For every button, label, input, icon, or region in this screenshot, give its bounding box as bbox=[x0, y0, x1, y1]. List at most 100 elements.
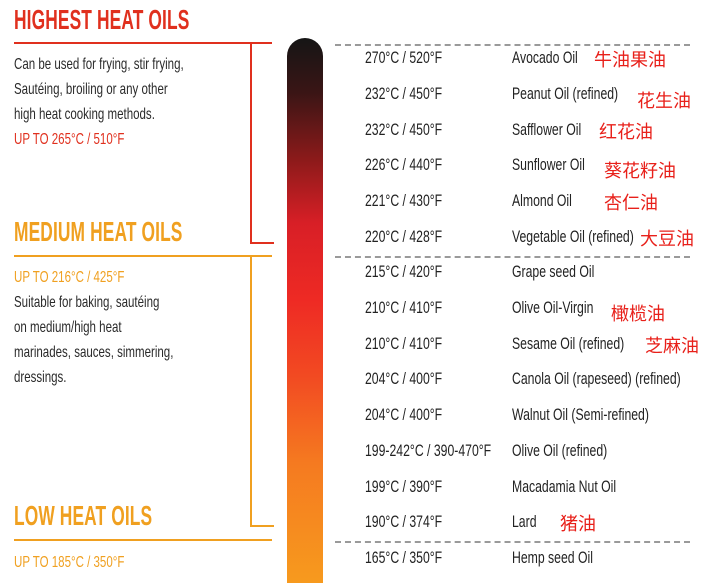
oil-row: 232°C / 450°F Peanut Oil (refined) 花生油 bbox=[0, 84, 722, 114]
medium-bracket bbox=[250, 255, 252, 527]
oil-name-text: Sunflower Oil bbox=[512, 155, 585, 174]
oil-name: Olive Oil (refined) bbox=[512, 441, 644, 461]
oil-row: 190°C / 374°F Lard 猪油 bbox=[0, 512, 722, 542]
oil-smoke-point: 199°C / 390°F bbox=[365, 477, 472, 497]
oil-row: 220°C / 428°F Vegetable Oil (refined) 大豆油 bbox=[0, 227, 722, 257]
oil-smoke-point: 220°C / 428°F bbox=[365, 227, 472, 247]
highest-bracket-tick bbox=[250, 242, 274, 244]
highest-desc-line-2: Sautéing, broiling or any other bbox=[14, 81, 168, 98]
oil-row: 226°C / 440°F Sunflower Oil 葵花籽油 bbox=[0, 155, 722, 185]
oil-name: Lard bbox=[512, 512, 546, 532]
oil-row: 199°C / 390°F Macadamia Nut Oil bbox=[0, 477, 722, 507]
highest-heat-title: HIGHEST HEAT OILS bbox=[14, 4, 190, 35]
oil-smoke-point: 221°C / 430°F bbox=[365, 191, 472, 211]
oil-name-text: Sesame Oil (refined) bbox=[512, 334, 625, 353]
oil-name-text: Olive Oil-Virgin bbox=[512, 298, 594, 317]
oil-chinese-name: 红花油 bbox=[599, 122, 653, 143]
oil-name-text: Avocado Oil bbox=[512, 48, 578, 67]
oil-smoke-point-text: 215°C / 420°F bbox=[365, 262, 443, 281]
oil-smoke-point: 190°C / 374°F bbox=[365, 512, 472, 532]
oil-chinese-name: 橄榄油 bbox=[611, 304, 665, 325]
medium-desc-line-1: Suitable for baking, sautéing bbox=[14, 294, 160, 311]
oil-smoke-point: 165°C / 350°F bbox=[365, 548, 472, 568]
oil-name: Vegetable Oil (refined) bbox=[512, 227, 681, 247]
oil-smoke-point-text: 190°C / 374°F bbox=[365, 512, 443, 531]
oil-name: Sesame Oil (refined) bbox=[512, 334, 668, 354]
medium-divider bbox=[14, 255, 272, 257]
oil-chinese-name: 花生油 bbox=[637, 91, 691, 112]
highest-desc-line-1: Can be used for frying, stir frying, bbox=[14, 56, 184, 73]
low-range: UP TO 185°C / 350°F bbox=[14, 554, 125, 571]
oil-name-text: Lard bbox=[512, 512, 537, 531]
oil-smoke-point-text: 221°C / 430°F bbox=[365, 191, 443, 210]
oil-smoke-point-text: 210°C / 410°F bbox=[365, 334, 443, 353]
low-dashed-separator bbox=[335, 541, 690, 543]
low-divider bbox=[14, 539, 272, 541]
medium-desc-line-2: on medium/high heat bbox=[14, 319, 122, 336]
oil-row: 204°C / 400°F Walnut Oil (Semi-refined) bbox=[0, 405, 722, 435]
oil-row: 210°C / 410°F Olive Oil-Virgin 橄榄油 bbox=[0, 298, 722, 328]
oil-smoke-point-text: 204°C / 400°F bbox=[365, 405, 443, 424]
medium-desc-line-3: marinades, sauces, simmering, bbox=[14, 344, 174, 361]
oil-name-text: Almond Oil bbox=[512, 191, 572, 210]
oil-row: 210°C / 410°F Sesame Oil (refined) 芝麻油 bbox=[0, 334, 722, 364]
oil-chinese-name: 大豆油 bbox=[640, 229, 694, 250]
oil-smoke-point-text: 232°C / 450°F bbox=[365, 120, 443, 139]
oil-name: Olive Oil-Virgin bbox=[512, 298, 625, 318]
oil-smoke-point: 226°C / 440°F bbox=[365, 155, 472, 175]
oil-chinese-name: 葵花籽油 bbox=[604, 161, 676, 182]
oil-chinese-name: 芝麻油 bbox=[645, 336, 699, 357]
medium-desc-line-4: dressings. bbox=[14, 369, 67, 386]
oil-name: Almond Oil bbox=[512, 191, 595, 211]
oil-name: Safflower Oil bbox=[512, 120, 608, 140]
oil-name: Canola Oil (rapeseed) (refined) bbox=[512, 369, 722, 389]
low-description: UP TO 185°C / 350°F bbox=[14, 550, 167, 575]
oil-smoke-point: 232°C / 450°F bbox=[365, 120, 472, 140]
oil-smoke-point-text: 220°C / 428°F bbox=[365, 227, 443, 246]
oil-row: 204°C / 400°F Canola Oil (rapeseed) (refi… bbox=[0, 369, 722, 399]
oil-name: Sunflower Oil bbox=[512, 155, 613, 175]
oil-chinese-name: 杏仁油 bbox=[604, 193, 658, 214]
highest-range: UP TO 265°C / 510°F bbox=[14, 131, 125, 148]
medium-heat-title: MEDIUM HEAT OILS bbox=[14, 216, 183, 247]
oil-name: Walnut Oil (Semi-refined) bbox=[512, 405, 702, 425]
oil-row: 221°C / 430°F Almond Oil 杏仁油 bbox=[0, 191, 722, 221]
oil-name: Macadamia Nut Oil bbox=[512, 477, 657, 497]
oil-smoke-point-text: 165°C / 350°F bbox=[365, 548, 443, 567]
highest-divider bbox=[14, 42, 272, 44]
oil-name: Hemp seed Oil bbox=[512, 548, 624, 568]
oil-smoke-point-text: 226°C / 440°F bbox=[365, 155, 443, 174]
oil-name-text: Olive Oil (refined) bbox=[512, 441, 608, 460]
oil-smoke-point-text: 204°C / 400°F bbox=[365, 369, 443, 388]
oil-smoke-point: 204°C / 400°F bbox=[365, 405, 472, 425]
thermometer-gradient-bar bbox=[287, 38, 323, 583]
oil-smoke-point-text: 199°C / 390°F bbox=[365, 477, 443, 496]
oil-smoke-point-text: 199-242°C / 390-470°F bbox=[365, 441, 492, 460]
oil-smoke-point: 210°C / 410°F bbox=[365, 334, 472, 354]
oil-name-text: Vegetable Oil (refined) bbox=[512, 227, 634, 246]
oil-name-text: Safflower Oil bbox=[512, 120, 582, 139]
highest-dashed-separator bbox=[335, 44, 690, 46]
highest-desc-line-3: high heat cooking methods. bbox=[14, 106, 155, 123]
oil-row: 270°C / 520°F Avocado Oil 牛油果油 bbox=[0, 48, 722, 78]
oil-name-text: Canola Oil (rapeseed) (refined) bbox=[512, 369, 681, 388]
oil-name-text: Hemp seed Oil bbox=[512, 548, 593, 567]
highest-description: Can be used for frying, stir frying, Sau… bbox=[14, 52, 250, 152]
oil-row: 199-242°C / 390-470°F Olive Oil (refined) bbox=[0, 441, 722, 471]
oil-name-text: Grape seed Oil bbox=[512, 262, 595, 281]
oil-smoke-point-text: 210°C / 410°F bbox=[365, 298, 443, 317]
oil-chinese-name: 牛油果油 bbox=[594, 50, 666, 71]
oil-smoke-point-text: 270°C / 520°F bbox=[365, 48, 443, 67]
oil-name-text: Peanut Oil (refined) bbox=[512, 84, 619, 103]
oil-row: 232°C / 450°F Safflower Oil 红花油 bbox=[0, 120, 722, 150]
oil-name: Peanut Oil (refined) bbox=[512, 84, 659, 104]
oil-name-text: Walnut Oil (Semi-refined) bbox=[512, 405, 649, 424]
oil-smoke-point: 199-242°C / 390-470°F bbox=[365, 441, 540, 461]
oil-name: Avocado Oil bbox=[512, 48, 603, 68]
oil-row: 215°C / 420°F Grape seed Oil bbox=[0, 262, 722, 292]
medium-bracket-tick bbox=[250, 525, 274, 527]
oil-name: Grape seed Oil bbox=[512, 262, 626, 282]
oil-smoke-point: 204°C / 400°F bbox=[365, 369, 472, 389]
oil-chinese-name: 猪油 bbox=[560, 514, 596, 535]
oil-smoke-point: 215°C / 420°F bbox=[365, 262, 472, 282]
